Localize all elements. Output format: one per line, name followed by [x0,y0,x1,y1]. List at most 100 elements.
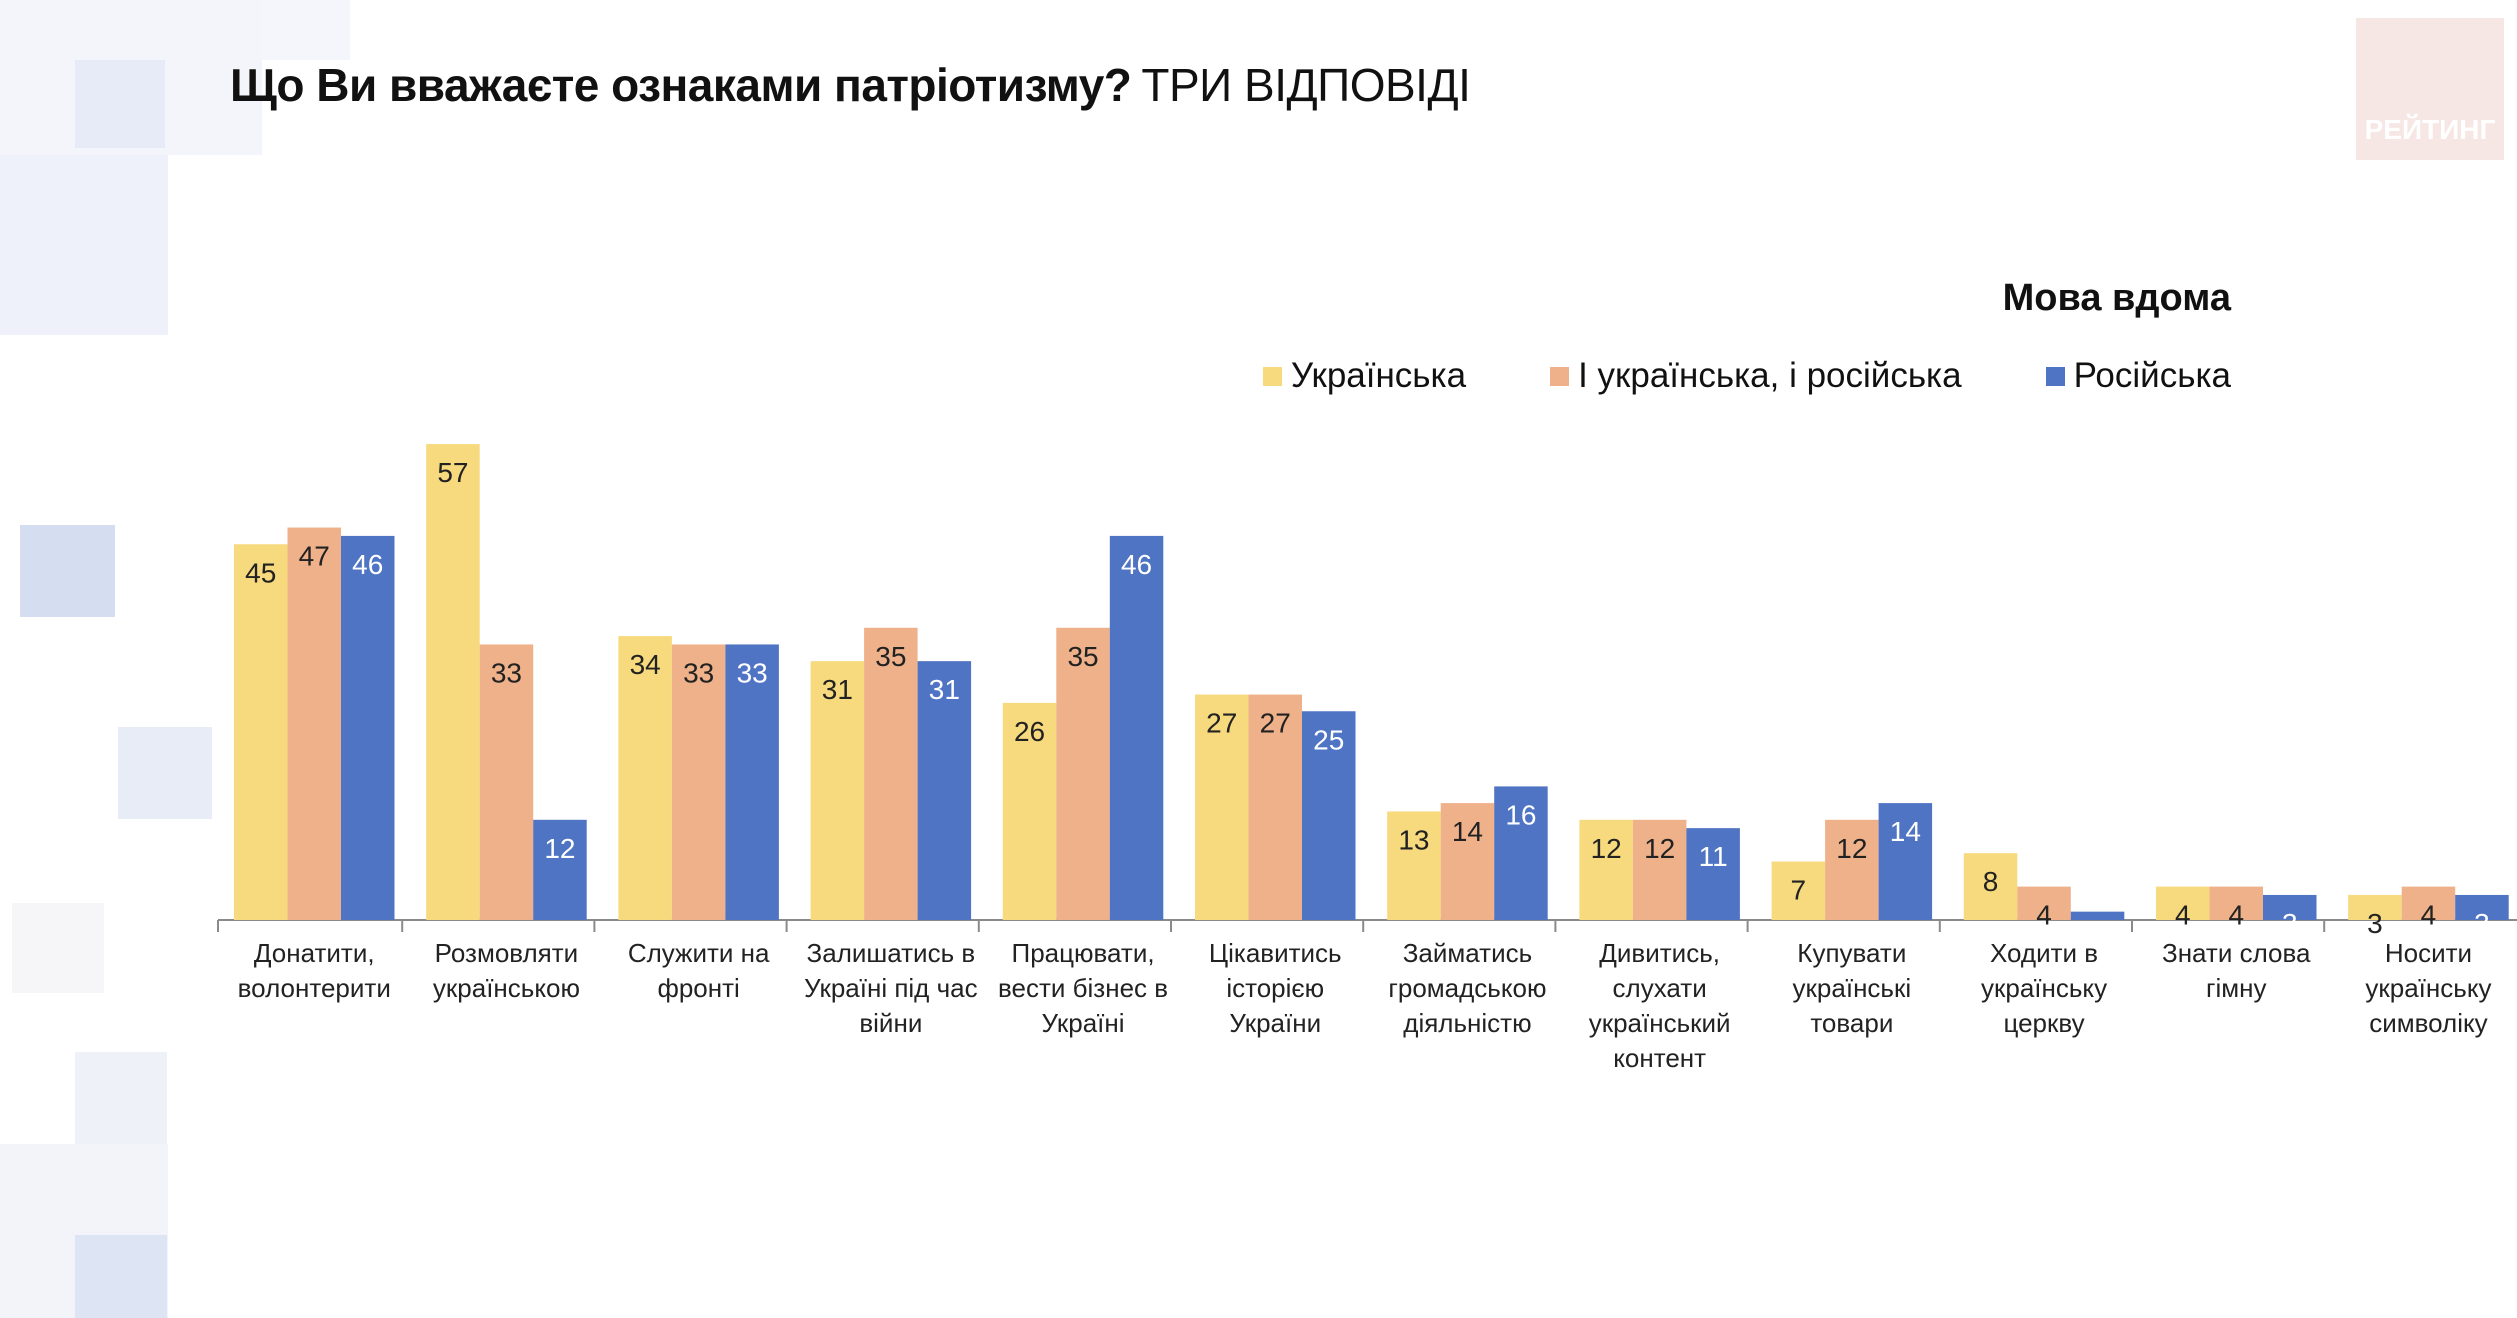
legend-label-ukrainian: Українська [1290,356,1467,395]
legend: Українська І українська, і російська Рос… [1262,356,2231,396]
data-label: 12 [1644,833,1675,864]
legend-item-ukrainian: Українська [1262,356,1467,396]
bar [618,636,672,920]
category-label: Залишатись в Україні під час війни [804,938,978,1038]
category-label: Працювати, вести бізнес в Україні [998,938,1169,1038]
bar [1302,711,1356,920]
legend-swatch-ukrainian [1262,366,1282,386]
bar [1248,694,1302,920]
data-label: 14 [1452,816,1483,847]
bar [1002,702,1057,920]
legend-swatch-both [1550,366,1570,386]
decor-square [118,727,212,819]
title-question: Що Ви вважаєте ознаками патріотизму? [230,59,1132,111]
bar [234,544,288,920]
decor-square [262,0,350,60]
data-label: 1 [2090,925,2106,956]
bar [2401,886,2456,920]
data-label: 12 [544,833,575,864]
decor-square [75,1235,167,1318]
data-label: 12 [1836,833,1867,864]
data-label: 3 [2474,908,2490,939]
data-label: 57 [437,457,468,488]
data-label: 34 [630,649,661,680]
data-label: 4 [2421,900,2437,931]
bar [917,661,972,920]
data-label: 3 [2282,908,2298,939]
legend-item-both: І українська, і російська [1550,356,1962,396]
category-label: Займатись громадською діяльністю [1388,938,1547,1038]
logo-text: РЕЙТИНГ [2364,114,2496,145]
bar [2017,886,2071,920]
bar [1494,786,1548,920]
bar [864,627,918,920]
data-label: 27 [1206,708,1237,739]
bar [1195,694,1249,920]
legend-title: Мова вдома [2002,277,2231,319]
title-note: ТРИ ВІДПОВІДІ [1141,59,1471,111]
page-title: Що Ви вважаєте ознаками патріотизму? ТРИ … [230,58,1471,112]
bar [1686,828,1740,920]
bar [2209,886,2263,920]
category-label: Ходити в українську церкву [1981,938,2108,1038]
category-label: Купувати українські товари [1792,938,1912,1038]
logo: РЕЙТИНГ [2356,18,2504,160]
decor-square [0,155,168,335]
data-label: 25 [1313,724,1344,755]
bar [810,661,865,920]
data-label: 14 [1890,816,1921,847]
bar [2070,911,2125,920]
data-label: 4 [2228,900,2244,931]
bar [1878,803,1933,920]
data-label: 33 [683,657,714,688]
bar [2348,894,2402,920]
data-label: 13 [1398,824,1429,855]
category-label: Дивитись, слухати український контент [1588,938,1731,1073]
bar [1771,861,1826,920]
category-label: Носити українську символіку [2365,938,2492,1038]
category-label: Цікавитись історією України [1208,938,1342,1038]
data-label: 8 [1983,866,1999,897]
bar [1632,819,1687,920]
data-label: 46 [352,549,383,580]
legend-label-russian: Російська [2073,356,2231,395]
data-label: 16 [1505,799,1536,830]
bar [2455,894,2509,920]
category-label: Донатити, волонтерити [237,938,391,1003]
decor-square [12,903,104,993]
data-label: 31 [822,674,853,705]
data-label: 31 [929,674,960,705]
bar [1109,535,1164,920]
data-label: 35 [875,641,906,672]
data-label: 4 [2175,900,2191,931]
decor-square [75,1052,167,1144]
bar [1579,819,1633,920]
legend-label-both: І українська, і російська [1578,356,1962,395]
bar [426,444,480,920]
data-label: 46 [1121,549,1152,580]
data-label: 35 [1067,641,1098,672]
legend-swatch-russian [2045,366,2065,386]
bar [287,527,341,920]
data-label: 26 [1014,716,1045,747]
data-label: 3 [2367,908,2383,939]
decor-square [75,60,165,148]
bar [533,819,587,920]
data-label: 7 [1791,875,1807,906]
bar [2156,886,2210,920]
bar [341,535,395,920]
bar [1440,803,1495,920]
data-label: 27 [1260,708,1291,739]
data-label: 33 [737,657,768,688]
legend-item-russian: Російська [2045,356,2231,396]
bar [1387,811,1441,920]
category-label: Знати слова гімну [2161,938,2311,1003]
data-label: 11 [1699,841,1728,872]
category-label: Служити на фронті [627,938,770,1003]
bar [671,644,726,920]
bar [1963,853,2018,920]
data-label: 47 [299,541,330,572]
bar [1056,627,1110,920]
bar [1825,819,1879,920]
